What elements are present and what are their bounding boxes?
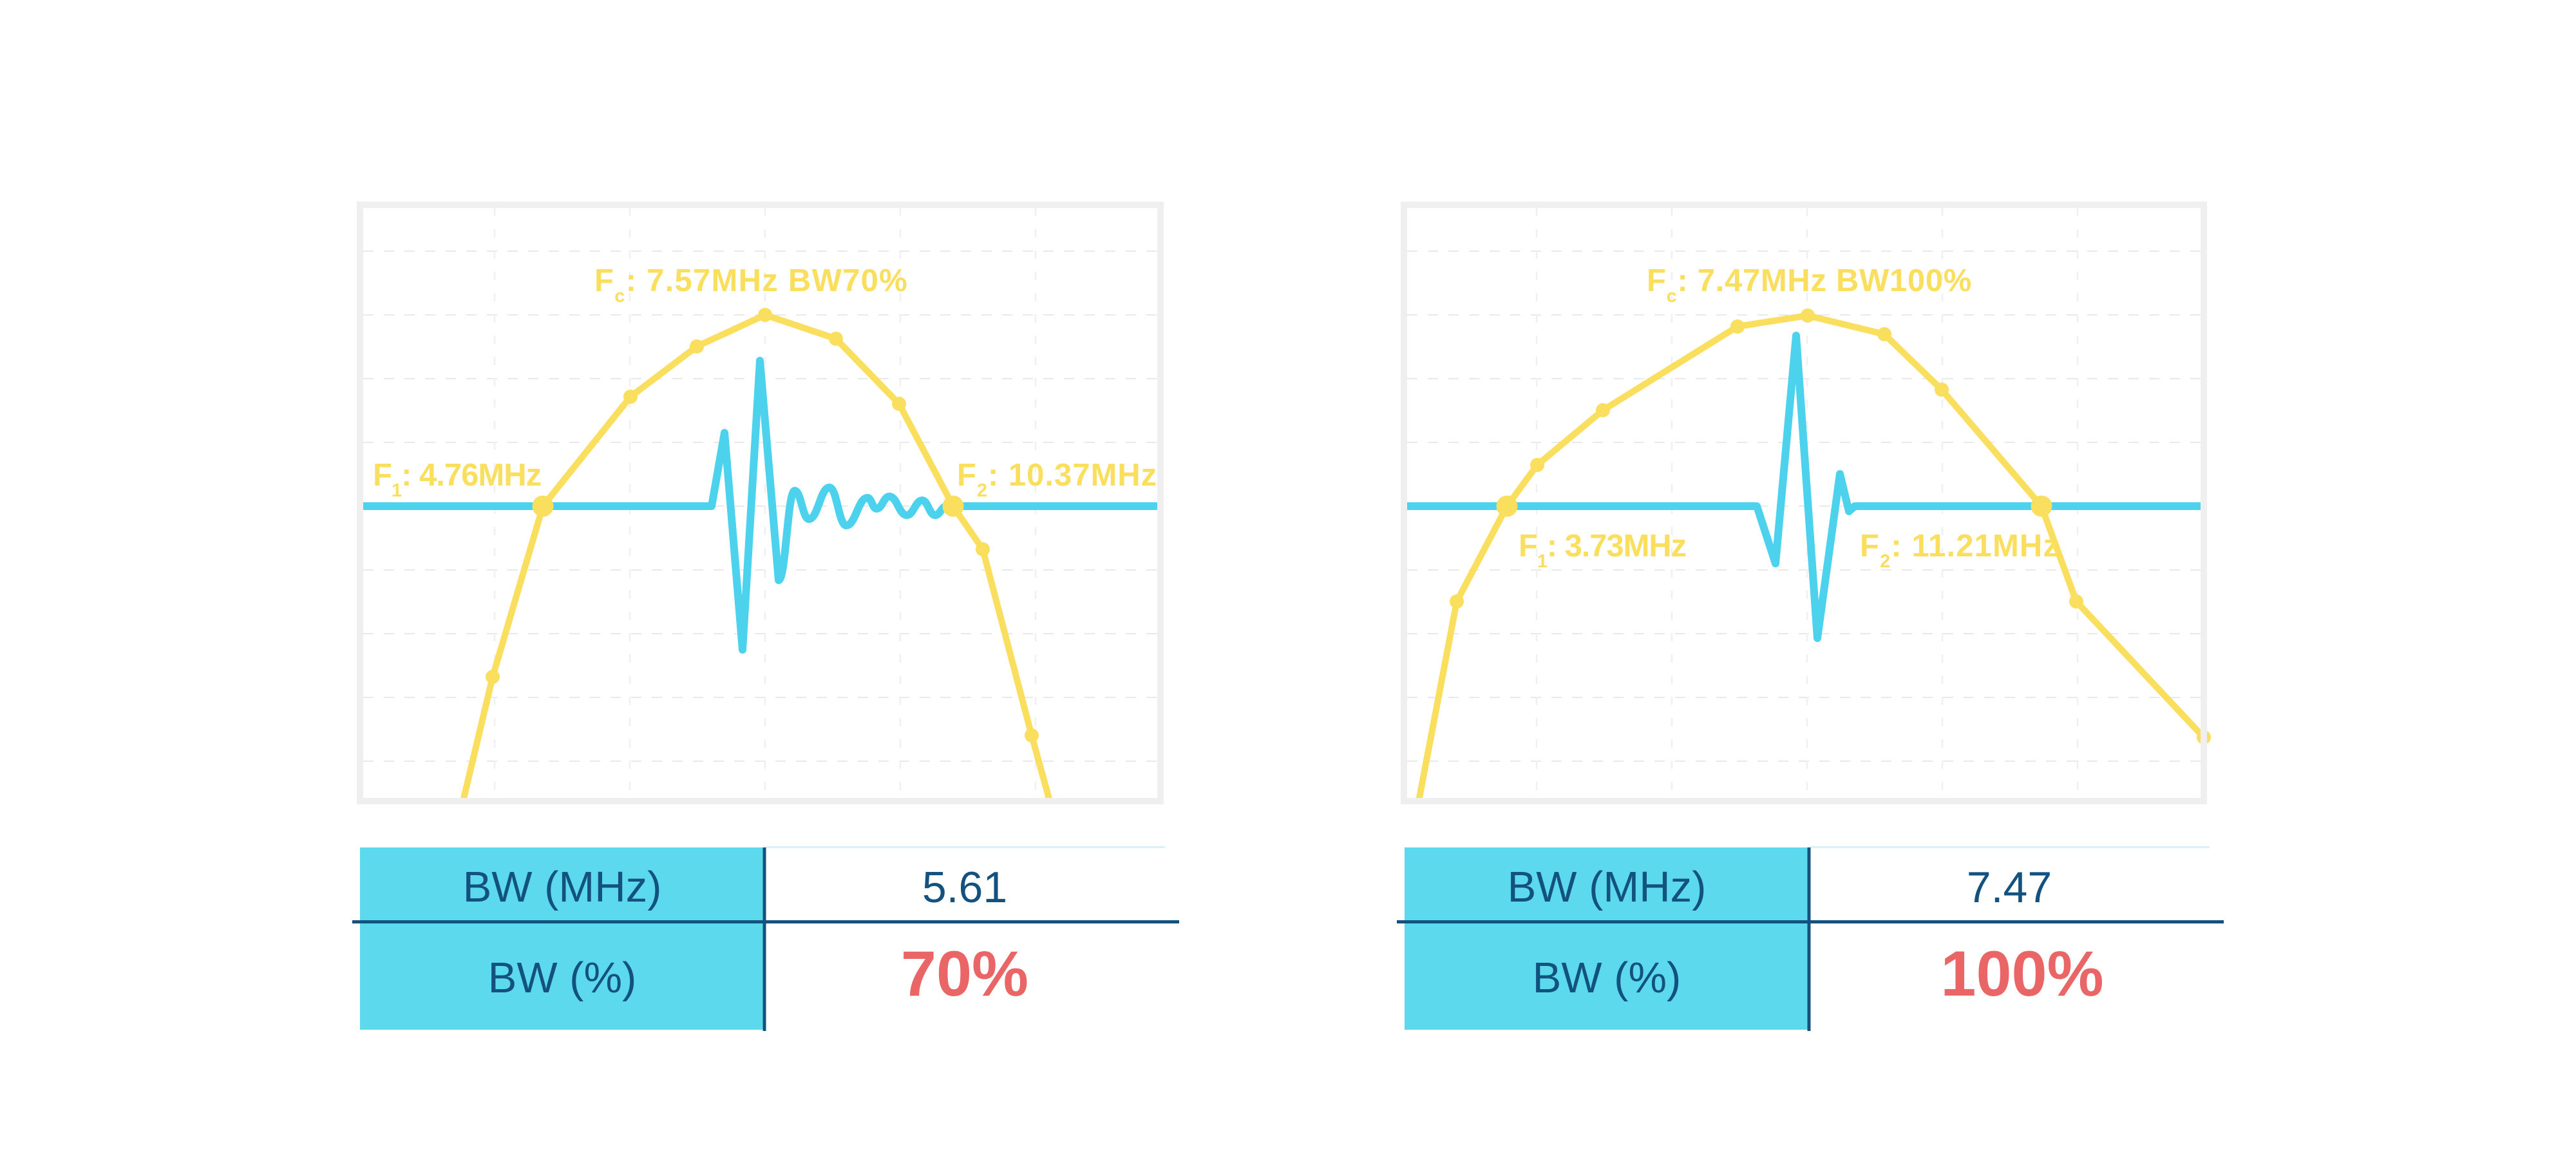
svg-text:BW (%): BW (%) bbox=[488, 954, 637, 1002]
svg-text:100%: 100% bbox=[1940, 938, 2103, 1009]
svg-text:7.47: 7.47 bbox=[1967, 863, 2052, 912]
svg-text:5.61: 5.61 bbox=[922, 863, 1007, 912]
svg-text:BW (%): BW (%) bbox=[1533, 954, 1681, 1002]
svg-text:BW (MHz): BW (MHz) bbox=[463, 863, 662, 911]
svg-text:BW (MHz): BW (MHz) bbox=[1508, 863, 1707, 911]
svg-text:70%: 70% bbox=[901, 938, 1028, 1009]
